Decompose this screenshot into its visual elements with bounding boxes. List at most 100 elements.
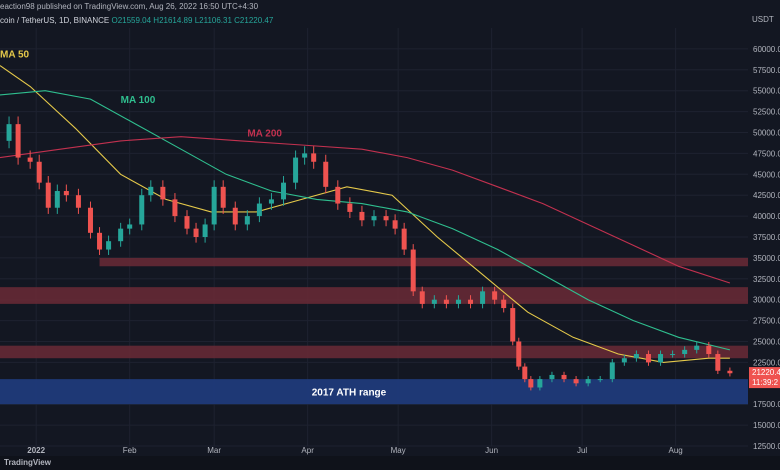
- candle-body: [311, 153, 317, 162]
- candle-body: [522, 366, 528, 380]
- candle-body: [561, 374, 567, 380]
- zone-layer: 2017 ATH range: [0, 257, 749, 405]
- y-tick-label: 22500.00: [753, 358, 780, 367]
- moving-average-layer: [0, 65, 731, 363]
- candle-body: [609, 362, 615, 380]
- y-tick-label: 12500.00: [753, 442, 780, 451]
- x-tick-label: Aug: [668, 446, 682, 455]
- last-price-value: 21220.4: [752, 368, 780, 377]
- candle-body: [63, 191, 69, 196]
- candle-body: [281, 182, 287, 200]
- candle-body: [202, 224, 208, 237]
- candle-layer: [6, 116, 733, 391]
- candle-body: [293, 157, 299, 183]
- candle-body: [27, 157, 33, 162]
- y-tick-label: 40000.00: [753, 212, 780, 221]
- candle-body: [633, 354, 639, 359]
- x-tick-label: 2022: [27, 446, 45, 455]
- footer-bar: TradingView: [0, 456, 780, 470]
- resistance-zone: [99, 257, 749, 267]
- candle-body: [715, 354, 721, 371]
- y-tick-label: 30000.00: [753, 296, 780, 305]
- ohlc-high: H21614.89: [153, 16, 193, 25]
- y-tick-label: 52500.00: [753, 108, 780, 117]
- candle-body: [6, 124, 12, 141]
- label-layer: MA 50 MA 100 MA 200: [0, 49, 282, 139]
- candle-body: [419, 291, 425, 304]
- candle-body: [220, 186, 226, 208]
- ma-label: MA 50: [0, 49, 30, 60]
- y-tick-label: 45000.00: [753, 170, 780, 179]
- resistance-zone: [0, 345, 748, 359]
- y-tick-label: 32500.00: [753, 275, 780, 284]
- candle-body: [392, 220, 398, 229]
- candle-body: [36, 161, 42, 183]
- candle-body: [244, 216, 250, 225]
- y-tick-label: 50000.00: [753, 129, 780, 138]
- candle-body: [211, 186, 217, 225]
- y-tick-label: 42500.00: [753, 191, 780, 200]
- candle-body: [97, 232, 103, 250]
- candle-body: [468, 299, 474, 304]
- candle-body: [148, 186, 154, 196]
- candle-body: [516, 341, 522, 367]
- tradingview-logo[interactable]: TradingView: [4, 458, 51, 467]
- candle-body: [335, 186, 341, 204]
- y-tick-label: 17500.00: [753, 400, 780, 409]
- candle-body: [139, 195, 145, 225]
- y-axis-bg: [748, 0, 780, 470]
- candle-body: [694, 345, 700, 350]
- last-price-countdown: 11:39:2: [752, 378, 779, 387]
- candle-body: [501, 299, 507, 309]
- y-tick-label: 57500.00: [753, 66, 780, 75]
- candle-body: [597, 379, 603, 381]
- support-zone: [0, 379, 748, 405]
- symbol-line: coin / TetherUS, 1D, BINANCE O21559.04 H…: [0, 16, 273, 25]
- candle-body: [87, 207, 93, 233]
- candle-body: [528, 379, 534, 388]
- x-tick-label: Apr: [301, 446, 314, 455]
- candle-body: [323, 161, 329, 187]
- x-tick-label: Mar: [207, 446, 221, 455]
- candle-body: [75, 195, 81, 208]
- candle-body: [383, 216, 389, 221]
- y-tick-label: 37500.00: [753, 233, 780, 242]
- candle-body: [256, 203, 262, 217]
- candle-body: [670, 354, 676, 356]
- ma-line-200: [0, 136, 731, 284]
- candle-body: [45, 182, 51, 208]
- candle-body: [371, 216, 377, 221]
- candle-body: [127, 224, 133, 229]
- y-tick-label: 60000.00: [753, 45, 780, 54]
- candle-body: [645, 354, 651, 363]
- ohlc-low: L21106.31: [194, 16, 232, 25]
- candle-body: [118, 228, 124, 242]
- x-tick-label: Feb: [123, 446, 137, 455]
- candle-body: [302, 153, 308, 158]
- y-tick-label: 55000.00: [753, 87, 780, 96]
- candle-body: [682, 349, 688, 355]
- candle-body: [658, 354, 664, 363]
- candle-body: [585, 379, 591, 384]
- candle-body: [510, 308, 516, 342]
- candle-body: [106, 241, 112, 250]
- y-tick-label: 25000.00: [753, 338, 780, 347]
- candle-body: [160, 186, 166, 200]
- candle-body: [706, 345, 712, 355]
- candle-body: [15, 124, 21, 158]
- candle-body: [232, 207, 238, 225]
- candle-body: [431, 299, 437, 304]
- candle-body: [621, 358, 627, 363]
- candle-body: [54, 191, 60, 208]
- last-price-tag: [749, 367, 780, 389]
- candle-body: [549, 374, 555, 380]
- y-tick-label: 35000.00: [753, 254, 780, 263]
- ohlc-close: C21220.47: [234, 16, 274, 25]
- x-tick-label: Jun: [485, 446, 498, 455]
- candle-body: [410, 249, 416, 292]
- candle-body: [480, 291, 486, 304]
- publish-info: eaction98 published on TradingView.com, …: [0, 0, 748, 14]
- y-tick-label: 47500.00: [753, 149, 780, 158]
- candle-body: [573, 379, 579, 384]
- ma-line-50: [0, 65, 730, 363]
